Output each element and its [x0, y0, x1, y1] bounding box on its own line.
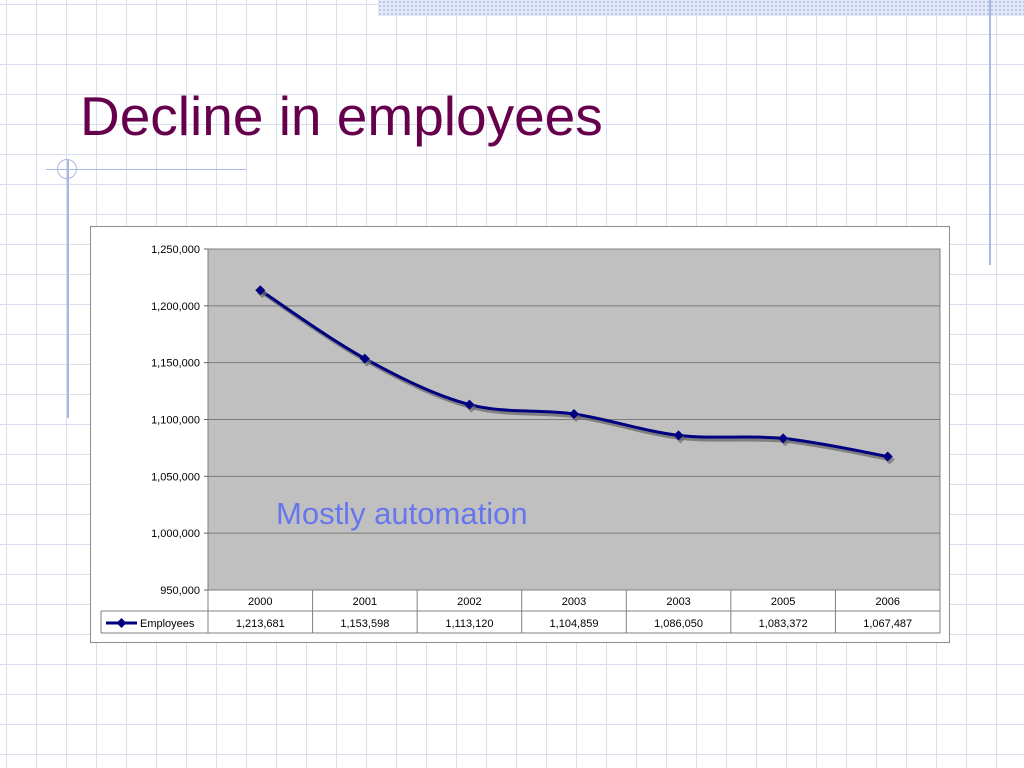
- y-tick-label: 1,200,000: [151, 301, 200, 313]
- data-point-marker: [673, 430, 684, 441]
- y-tick-label: 950,000: [160, 585, 200, 597]
- x-category-label: 2003: [666, 596, 690, 608]
- data-table-legend-cell: [101, 611, 208, 633]
- data-point-marker: [778, 433, 789, 444]
- data-point-marker: [882, 451, 893, 462]
- data-table-value: 1,067,487: [863, 618, 912, 630]
- y-tick-label: 1,250,000: [151, 244, 200, 256]
- decorative-vertical-line-left: [67, 160, 69, 418]
- data-table-value: 1,086,050: [654, 618, 703, 630]
- y-tick-label: 1,000,000: [151, 528, 200, 540]
- x-category-label: 2002: [457, 596, 481, 608]
- x-category-label: 2000: [248, 596, 272, 608]
- decorative-circle-icon: [57, 159, 77, 179]
- data-table-value: 1,083,372: [759, 618, 808, 630]
- data-point-marker: [569, 408, 579, 419]
- data-table-value: 1,213,681: [236, 618, 285, 630]
- x-category-label: 2005: [771, 596, 795, 608]
- title-underline: [46, 169, 246, 170]
- data-table-value: 1,113,120: [445, 618, 493, 630]
- y-tick-label: 1,100,000: [151, 415, 200, 427]
- slide-title: Decline in employees: [80, 85, 603, 147]
- x-category-label: 2006: [875, 596, 899, 608]
- data-point-marker: [464, 399, 475, 410]
- data-table-value: 1,153,598: [340, 618, 389, 630]
- y-tick-label: 1,150,000: [151, 358, 200, 370]
- data-point-marker: [255, 285, 266, 296]
- decorative-vertical-line-right: [989, 0, 991, 265]
- data-table-value: 1,104,859: [550, 618, 599, 630]
- x-category-label: 2001: [353, 596, 377, 608]
- data-point-marker: [359, 353, 370, 364]
- y-tick-label: 1,050,000: [151, 471, 200, 483]
- x-category-label: 2003: [562, 596, 586, 608]
- top-decorative-band: [378, 0, 1024, 16]
- legend-marker-key: [116, 618, 127, 628]
- legend-series-label: Employees: [140, 618, 195, 630]
- annotation-text: Mostly automation: [276, 496, 528, 531]
